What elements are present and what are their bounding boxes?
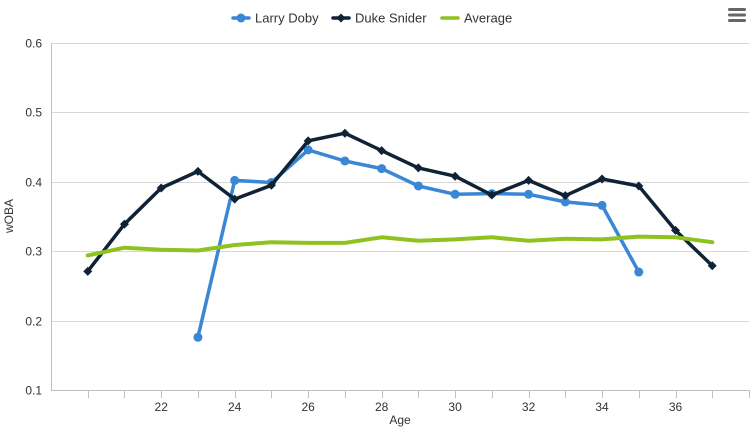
x-tick-label: 32 [522, 400, 536, 414]
data-point[interactable] [303, 145, 313, 155]
data-point[interactable] [193, 166, 203, 176]
y-tick-label: 0.5 [25, 106, 42, 120]
series-duke-snider [83, 128, 717, 276]
series-average [85, 234, 715, 258]
x-tick-label: 30 [448, 400, 462, 414]
legend-label: Larry Doby [255, 11, 319, 26]
data-point[interactable] [413, 163, 423, 173]
data-point[interactable] [340, 128, 350, 138]
x-axis-title: Age [389, 413, 411, 427]
data-point[interactable] [450, 171, 460, 181]
legend: Larry Doby Duke Snider Average [231, 11, 512, 26]
data-point[interactable] [377, 146, 387, 156]
chart-menu-button[interactable] [726, 6, 750, 26]
data-point[interactable] [413, 181, 423, 191]
data-point[interactable] [707, 261, 717, 271]
grid-lines [51, 43, 749, 391]
data-point[interactable] [266, 180, 276, 190]
data-point[interactable] [560, 191, 570, 201]
data-point[interactable] [597, 200, 607, 210]
axes: 0.1 0.2 0.3 0.4 0.5 0.6 22 24 26 28 30 32 34 36 [25, 37, 750, 414]
y-tick-label: 0.6 [25, 37, 42, 51]
x-tick-label: 22 [155, 400, 169, 414]
x-tick-label: 24 [228, 400, 242, 414]
data-point[interactable] [524, 189, 534, 199]
series-line [85, 234, 715, 258]
x-tick-label: 34 [595, 400, 609, 414]
data-point[interactable] [340, 156, 350, 166]
data-point[interactable] [377, 164, 387, 174]
data-point[interactable] [487, 190, 497, 200]
y-tick-label: 0.3 [25, 245, 42, 259]
data-point[interactable] [597, 174, 607, 184]
legend-marker [236, 13, 246, 23]
y-tick-label: 0.2 [25, 315, 42, 329]
series-line [85, 131, 715, 274]
hamburger-menu-icon [728, 8, 746, 22]
x-tick-label: 26 [301, 400, 315, 414]
y-axis-title: wOBA [2, 199, 16, 234]
legend-label: Duke Snider [355, 11, 427, 26]
y-tick-label: 0.4 [25, 176, 42, 190]
x-tick-label: 36 [669, 400, 683, 414]
legend-item-larry-doby[interactable]: Larry Doby [231, 11, 319, 26]
data-point[interactable] [119, 219, 129, 229]
data-point[interactable] [450, 189, 460, 199]
y-tick-label: 0.1 [25, 384, 42, 398]
legend-item-average[interactable]: Average [440, 11, 512, 26]
data-point[interactable] [634, 181, 644, 191]
data-point[interactable] [156, 183, 166, 193]
legend-label: Average [464, 11, 512, 26]
data-point[interactable] [671, 225, 681, 235]
legend-marker [336, 13, 346, 23]
data-point[interactable] [193, 332, 203, 342]
legend-item-duke-snider[interactable]: Duke Snider [331, 11, 427, 26]
data-point[interactable] [230, 175, 240, 185]
data-point[interactable] [524, 175, 534, 185]
data-point[interactable] [303, 136, 313, 146]
series-layer [83, 128, 717, 342]
data-point[interactable] [230, 194, 240, 204]
data-point[interactable] [83, 266, 93, 276]
x-tick-label: 28 [375, 400, 389, 414]
data-point[interactable] [634, 267, 644, 277]
data-point[interactable] [560, 197, 570, 207]
